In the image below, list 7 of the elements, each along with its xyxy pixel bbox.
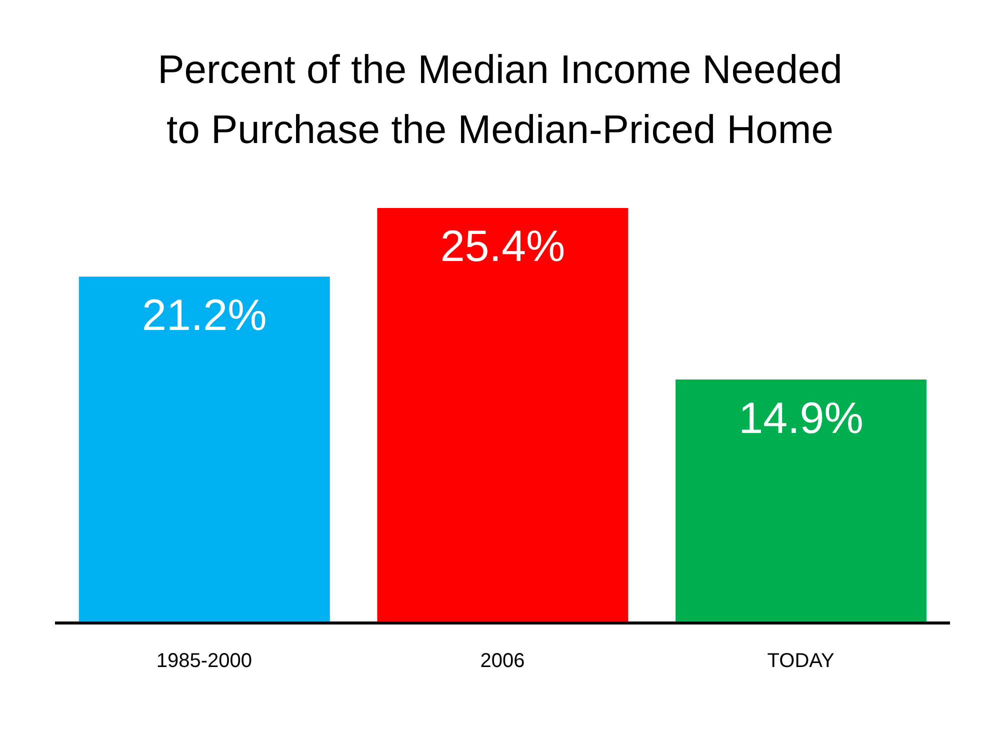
x-tick-label: 1985-2000	[156, 650, 252, 672]
chart-title: Percent of the Median Income Needed to Purchase the Median-Priced Home	[158, 47, 842, 154]
data-label: 14.9%	[738, 394, 864, 443]
data-label: 21.2%	[142, 290, 267, 340]
x-tick-label: 2006	[480, 650, 525, 672]
x-tick-label: TODAY	[767, 650, 834, 672]
data-label: 25.4%	[440, 222, 566, 272]
